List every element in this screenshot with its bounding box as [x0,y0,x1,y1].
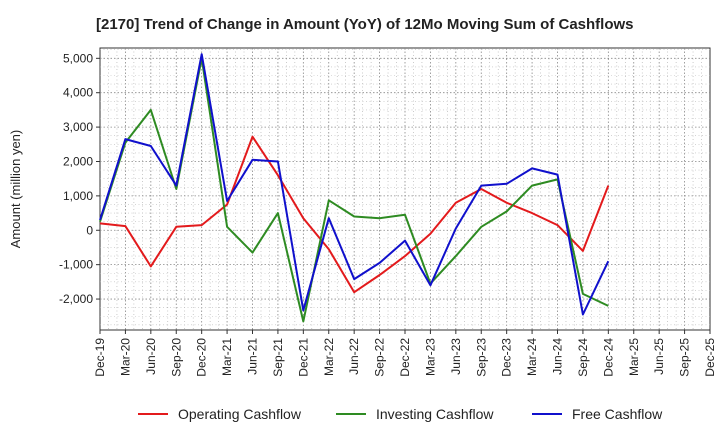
x-tick-label: Sep-20 [169,338,183,377]
series-line-operating-cashflow [99,135,610,294]
series-line-free-cashflow [99,53,610,316]
legend-label-investing-cashflow: Investing Cashflow [376,406,494,422]
y-tick-label: 5,000 [63,51,93,65]
x-tick-label: Mar-21 [220,338,234,376]
y-tick-label: 2,000 [63,154,93,168]
y-axis-label: Amount (million yen) [8,130,23,249]
y-tick-label: -2,000 [59,292,93,306]
y-tick-label: 4,000 [63,86,93,100]
x-tick-label: Dec-25 [703,338,717,377]
x-tick-label: Jun-21 [246,338,260,375]
x-tick-label: Sep-24 [576,338,590,377]
x-tick-label: Sep-21 [271,338,285,377]
x-tick-label: Jun-23 [449,338,463,375]
x-tick-label: Dec-20 [195,338,209,377]
x-tick-label: Jun-20 [144,338,158,375]
y-tick-label: -1,000 [59,258,93,272]
y-tick-label: 0 [86,223,93,237]
x-tick-label: Dec-21 [296,338,310,377]
x-tick-label: Dec-22 [398,338,412,377]
x-tick-label: Jun-22 [347,338,361,375]
chart-title: [2170] Trend of Change in Amount (YoY) o… [96,16,634,33]
y-tick-label: 3,000 [63,120,93,134]
x-tick-label: Mar-25 [627,338,641,376]
x-tick-label: Sep-25 [678,338,692,377]
x-tick-label: Dec-23 [500,338,514,377]
x-tick-label: Mar-23 [423,338,437,376]
x-tick-label: Dec-19 [93,338,107,377]
x-tick-label: Dec-24 [601,338,615,377]
x-tick-label: Mar-24 [525,338,539,376]
x-tick-label: Jun-24 [551,338,565,375]
legend-label-free-cashflow: Free Cashflow [572,406,663,422]
x-tick-label: Mar-22 [322,338,336,376]
x-tick-label: Sep-22 [373,338,387,377]
x-tick-label: Jun-25 [652,338,666,375]
x-tick-label: Mar-20 [118,338,132,376]
y-tick-label: 1,000 [63,189,93,203]
legend-label-operating-cashflow: Operating Cashflow [178,406,302,422]
x-tick-label: Sep-23 [474,338,488,377]
